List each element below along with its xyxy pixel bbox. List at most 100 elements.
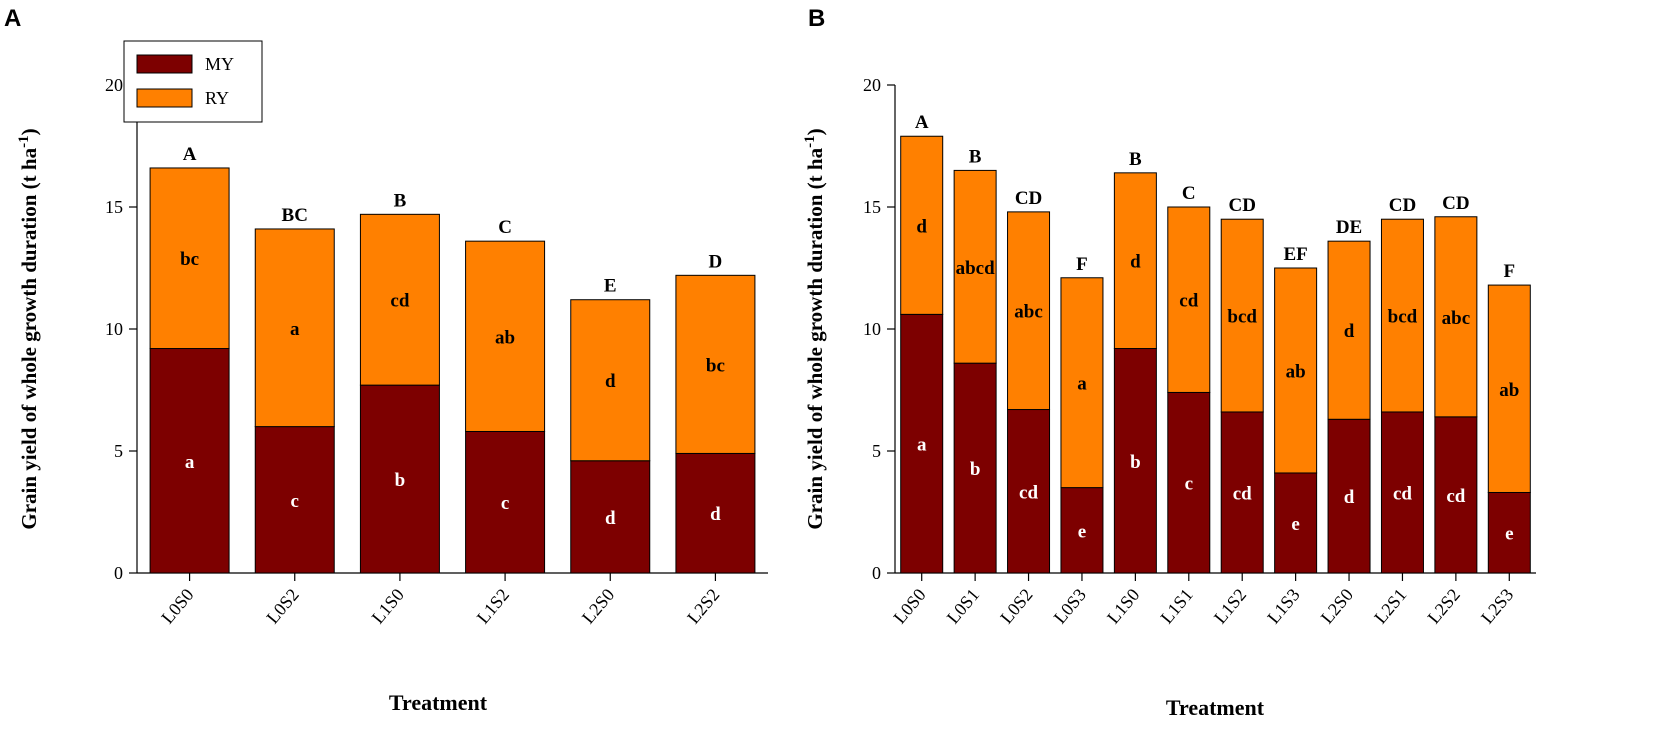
y-tick-label: 0 xyxy=(114,563,123,583)
y-tick-label: 0 xyxy=(872,563,881,583)
legend: MY RY xyxy=(124,41,262,122)
segment-letter-label: a xyxy=(917,435,927,456)
total-letter-label: CD xyxy=(1015,188,1042,209)
x-tick-label: L0S0 xyxy=(889,585,929,628)
x-tick-label: L0S1 xyxy=(943,585,983,628)
x-tick-label: L0S0 xyxy=(157,585,197,628)
segment-letter-label: bcd xyxy=(1227,307,1257,328)
x-tick-label: L1S1 xyxy=(1156,585,1196,628)
segment-letter-label: d xyxy=(916,216,927,237)
segment-letter-label: e xyxy=(1078,521,1086,542)
total-letter-label: CD xyxy=(1442,193,1469,214)
x-tick-label: L1S2 xyxy=(1210,585,1250,628)
bars: a bc Ac a BC b cd Bc ab Cd d Ed bc D xyxy=(150,144,755,573)
segment-letter-label: d xyxy=(1344,321,1355,342)
y-axis-label: Grain yield of whole growth duration (t … xyxy=(802,128,827,529)
y-axis-label: Grain yield of whole growth duration (t … xyxy=(16,128,41,529)
total-letter-label: F xyxy=(1076,254,1088,275)
y-ticks: 0 5 10 15 20 xyxy=(863,75,895,583)
segment-letter-label: d xyxy=(605,508,616,529)
x-tick-label: L2S2 xyxy=(1424,585,1464,628)
segment-letter-label: bcd xyxy=(1388,307,1418,328)
y-tick-label: 15 xyxy=(863,197,881,217)
y-ticks: 0 5 10 15 20 xyxy=(105,75,137,583)
segment-letter-label: ab xyxy=(1286,361,1306,382)
segment-letter-label: d xyxy=(605,371,616,392)
segment-letter-label: ab xyxy=(495,327,515,348)
x-tick-label: L2S0 xyxy=(578,585,618,628)
segment-letter-label: c xyxy=(291,491,299,512)
total-letter-label: BC xyxy=(282,205,308,226)
segment-letter-label: a xyxy=(290,319,300,340)
segment-letter-label: bc xyxy=(180,249,199,270)
total-letter-label: CD xyxy=(1389,195,1416,216)
segment-letter-label: a xyxy=(185,452,195,473)
y-tick-label: 10 xyxy=(863,319,881,339)
total-letter-label: DE xyxy=(1336,217,1362,238)
segment-letter-label: e xyxy=(1291,514,1299,535)
total-letter-label: A xyxy=(183,144,197,165)
segment-letter-label: cd xyxy=(1233,483,1252,504)
x-tick-label: L2S1 xyxy=(1370,585,1410,628)
bars: adAbabcdBcdabcCDeaFbdBccdCcdbcdCDeabEFdd… xyxy=(901,112,1531,573)
y-tick-label: 20 xyxy=(105,75,123,95)
x-tick-label: L0S3 xyxy=(1050,585,1090,628)
x-tick-label: L1S0 xyxy=(368,585,408,628)
segment-letter-label: ab xyxy=(1499,380,1519,401)
segment-letter-label: cd xyxy=(1393,483,1412,504)
y-tick-label: 10 xyxy=(105,319,123,339)
total-letter-label: EF xyxy=(1283,244,1307,265)
legend-swatch-my xyxy=(137,55,192,73)
segment-letter-label: b xyxy=(1130,452,1141,473)
segment-letter-label: cd xyxy=(1179,291,1198,312)
panel-b: B 05101520 adAbabcdBcdabcCDeaFbdBccdCcdb… xyxy=(802,5,1536,720)
x-tick-label: L0S2 xyxy=(996,585,1036,628)
x-ticks: L0S0 L0S1 L0S2 L0S3 L1S0 L1S1 L1S2 L1S3 L2S0 L2S1… xyxy=(889,573,1517,627)
y-tick-label: 5 xyxy=(872,441,881,461)
segment-letter-label: abcd xyxy=(956,258,996,279)
legend-label-my: MY xyxy=(205,54,234,74)
x-axis-label: Treatment xyxy=(1166,695,1265,720)
segment-letter-label: d xyxy=(710,504,721,525)
x-tick-label: L2S0 xyxy=(1317,585,1357,628)
segment-letter-label: abc xyxy=(1014,302,1043,323)
segment-letter-label: cd xyxy=(1019,482,1038,503)
legend-swatch-ry xyxy=(137,89,192,107)
segment-letter-label: abc xyxy=(1442,308,1471,329)
segment-letter-label: d xyxy=(1130,252,1141,273)
legend-box xyxy=(124,41,262,122)
total-letter-label: D xyxy=(709,251,723,272)
legend-label-ry: RY xyxy=(205,88,229,108)
segment-letter-label: cd xyxy=(1446,486,1465,507)
total-letter-label: A xyxy=(915,112,929,133)
figure: A 05101520 abcAcaBCbcdBcabCddEdbcD L0S0 L… xyxy=(0,0,1654,730)
y-tick-label: 5 xyxy=(114,441,123,461)
x-tick-label: L2S2 xyxy=(683,585,723,628)
panel-a: A 05101520 abcAcaBCbcdBcabCddEdbcD L0S0 L… xyxy=(4,5,768,715)
total-letter-label: C xyxy=(498,217,512,238)
x-tick-label: L1S3 xyxy=(1263,585,1303,628)
segment-letter-label: b xyxy=(970,459,981,480)
total-letter-label: E xyxy=(604,276,617,297)
total-letter-label: B xyxy=(394,190,407,211)
total-letter-label: CD xyxy=(1228,195,1255,216)
total-letter-label: B xyxy=(969,146,982,167)
total-letter-label: C xyxy=(1182,183,1196,204)
segment-letter-label: cd xyxy=(390,291,409,312)
x-tick-label: L1S2 xyxy=(473,585,513,628)
segment-letter-label: a xyxy=(1077,374,1087,395)
x-axis-label: Treatment xyxy=(389,690,488,715)
segment-letter-label: b xyxy=(395,470,406,491)
panel-label-a: A xyxy=(4,5,21,32)
x-ticks: L0S0 L0S2 L1S0 L1S2 L2S0 L2S2 xyxy=(157,573,723,627)
x-tick-label: L0S2 xyxy=(262,585,302,628)
total-letter-label: F xyxy=(1503,261,1515,282)
x-tick-label: L2S3 xyxy=(1477,585,1517,628)
segment-letter-label: d xyxy=(1344,487,1355,508)
segment-letter-label: c xyxy=(501,493,509,514)
segment-letter-label: bc xyxy=(706,355,725,376)
x-tick-label: L1S0 xyxy=(1103,585,1143,628)
segment-letter-label: c xyxy=(1185,474,1193,495)
y-tick-label: 20 xyxy=(863,75,881,95)
panel-label-b: B xyxy=(808,5,825,32)
